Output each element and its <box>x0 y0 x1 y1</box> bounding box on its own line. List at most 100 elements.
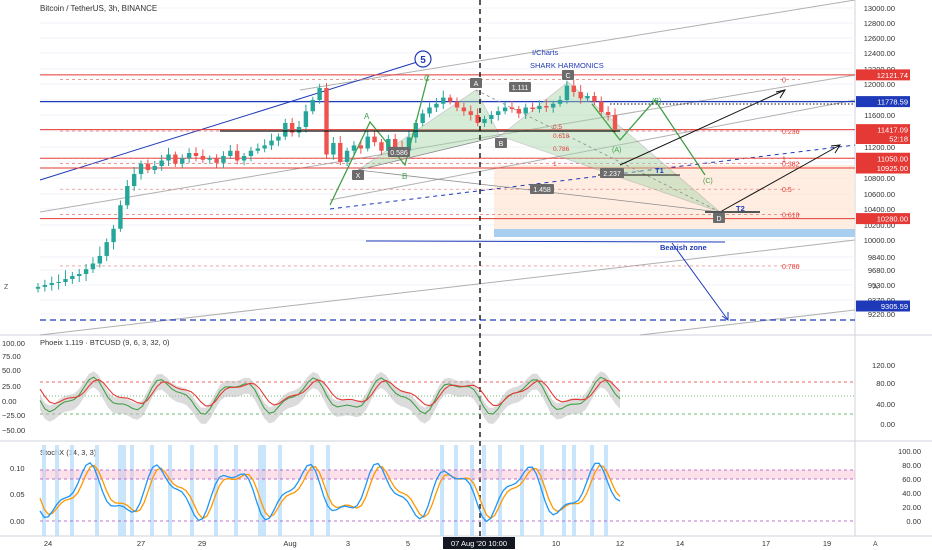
price-tag <box>856 96 910 108</box>
candle <box>111 228 116 243</box>
corner-left-label[interactable]: Z <box>4 284 9 291</box>
countdown-label: 52:18 <box>889 135 908 144</box>
countdown-tag <box>856 133 910 144</box>
phoeix-slow-line <box>39 379 621 407</box>
stochx-highlight-bar <box>122 445 126 536</box>
stochx-d-line <box>39 464 621 520</box>
price-tag-label: 9305.59 <box>881 302 908 311</box>
stochx-right-tick: 100.00 <box>898 447 921 456</box>
price-tick-label: 10000.00 <box>864 236 895 245</box>
candle <box>283 123 288 137</box>
phoeix-left-tick: 100.00 <box>2 339 25 348</box>
candle <box>310 100 315 112</box>
candle <box>289 123 295 133</box>
pattern-point-d: D <box>713 213 725 223</box>
wave-5-marker <box>414 50 432 68</box>
stochx-highlight-bar <box>55 445 59 536</box>
stochx-highlight-bar <box>234 445 238 536</box>
price-tick-label: 9680.00 <box>868 266 895 275</box>
stochx-highlight-bar <box>498 445 502 536</box>
inner-fib-label: 1 <box>553 161 557 168</box>
phoeix-right-tick: 40.00 <box>876 400 895 409</box>
fib-label: 0.5 <box>782 187 792 194</box>
phoeix-left-axis: 100.00 75.00 50.00 25.00 0.00 −25.00 −50.00 <box>2 339 25 435</box>
svg-text:D: D <box>716 216 721 223</box>
stochx-k-line <box>39 461 621 523</box>
candle <box>207 158 212 160</box>
bearish-arrow[interactable] <box>365 240 729 321</box>
candle <box>235 150 240 161</box>
candle <box>83 269 89 274</box>
candle <box>612 115 618 130</box>
stochx-highlight-bar <box>520 445 524 536</box>
crosshair-date-tag <box>443 537 515 549</box>
phoeix-left-tick: −50.00 <box>2 426 25 435</box>
trend-line-upper[interactable] <box>39 57 431 181</box>
stochx-right-tick: 60.00 <box>902 475 921 484</box>
candle <box>516 109 522 114</box>
stochx-indicator-pane[interactable]: StochX (14, 3, 3) 0.10 0.05 0.00 100.00 80.… <box>10 445 921 536</box>
time-tick-label: 14 <box>676 539 684 548</box>
stochx-highlight-bar <box>278 445 282 536</box>
crosshair-date-label: 07 Aug '20 10:00 <box>451 539 507 548</box>
phoeix-indicator-pane[interactable]: Phoeix 1.119 · BTCUSD (9, 6, 3, 32, 0) 1… <box>2 338 895 435</box>
candle <box>42 285 48 287</box>
inner-fib-label: 0.618 <box>553 133 570 140</box>
axis-auto-label[interactable]: A <box>873 284 878 291</box>
candle <box>125 186 130 206</box>
stochx-highlight-bar <box>482 445 486 536</box>
support-band <box>494 229 855 237</box>
wave-letter-paren-c: (C) <box>703 178 713 185</box>
candle <box>406 137 412 151</box>
candle <box>461 107 467 112</box>
candle <box>77 274 82 276</box>
ratio-bcd: 2.237 <box>600 168 624 178</box>
candle <box>344 150 350 162</box>
time-tick-label: 17 <box>762 539 770 548</box>
trend-line-dashed[interactable] <box>329 144 856 210</box>
corner-right-label[interactable]: A <box>873 541 878 548</box>
candle <box>550 103 556 108</box>
candle <box>605 112 611 115</box>
svg-text:C: C <box>565 73 570 80</box>
stochx-highlight-bar <box>258 445 262 536</box>
time-tick-label: 29 <box>198 539 206 548</box>
stochx-highlight-bar <box>562 445 566 536</box>
stochx-highlight-bar <box>604 445 608 536</box>
price-tag <box>856 300 910 312</box>
price-tag <box>856 124 910 136</box>
stochx-right-tick: 0.00 <box>906 517 921 526</box>
wave-letter-b: B <box>402 172 407 181</box>
candle <box>241 156 247 161</box>
ratio-xab: 0.586 <box>388 147 410 157</box>
stochx-highlight-bar <box>42 445 46 536</box>
price-tick-label: 10400.00 <box>864 205 895 214</box>
stochx-left-tick: 0.10 <box>10 464 25 473</box>
time-tick-label: 10 <box>552 539 560 548</box>
main-price-pane[interactable]: 0 0.236 0.382 0.5 0.618 0.786 1 <box>35 0 856 536</box>
candle <box>420 113 425 123</box>
stochx-highlight-bar <box>572 445 576 536</box>
wave-letter-paren-a: (A) <box>612 147 621 154</box>
stochx-highlight-bar <box>440 445 444 536</box>
candle <box>379 142 384 151</box>
stochx-highlight-bar <box>310 445 314 536</box>
projection-arrows[interactable] <box>619 89 841 213</box>
pattern-point-b: B <box>495 138 507 148</box>
price-tick-label: 11600.00 <box>864 111 895 120</box>
candle <box>255 148 261 151</box>
candle <box>317 88 322 100</box>
candle <box>104 242 109 256</box>
wave-5-label: 5 <box>420 55 426 66</box>
candle <box>131 174 137 186</box>
wave-path-abc[interactable] <box>329 75 429 206</box>
candle <box>358 145 364 149</box>
wave-letter-a: A <box>364 112 370 121</box>
price-tag-label: 12121.74 <box>877 71 908 80</box>
candle <box>159 160 164 166</box>
price-tick-label: 10200.00 <box>864 221 895 230</box>
fib-label: 0.236 <box>782 129 800 136</box>
candle <box>221 156 226 163</box>
candle <box>427 107 432 114</box>
